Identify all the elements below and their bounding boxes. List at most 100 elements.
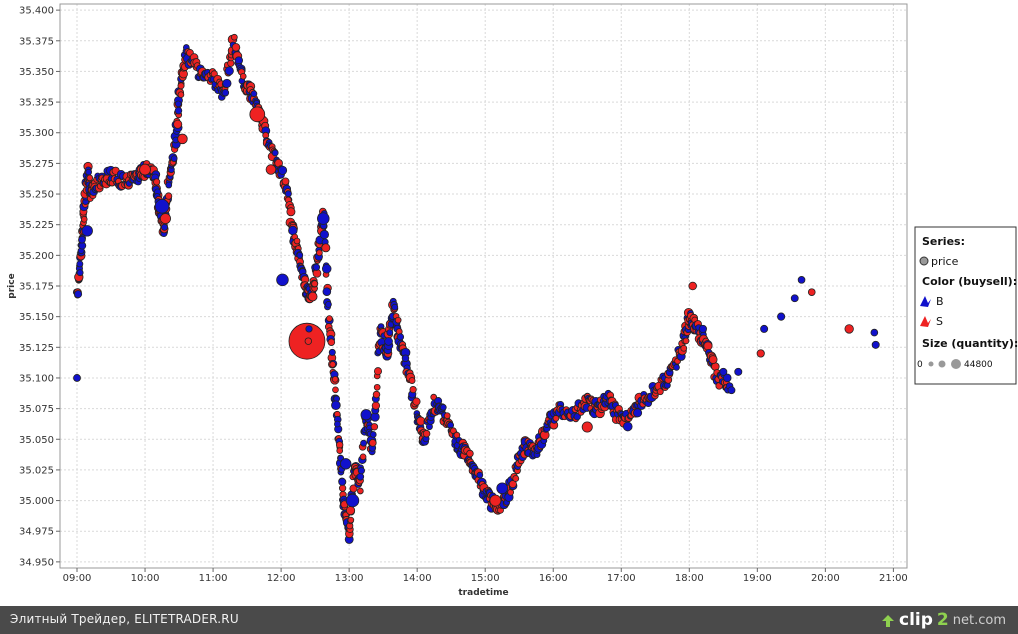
trade-point xyxy=(265,164,277,175)
trade-point xyxy=(305,325,313,333)
legend-color-title: Color (buysell): xyxy=(922,275,1017,288)
trade-point xyxy=(322,287,332,296)
trade-point xyxy=(844,324,854,334)
trade-point xyxy=(401,354,410,363)
trade-point xyxy=(321,243,331,253)
trade-point xyxy=(316,249,323,257)
trade-point xyxy=(173,119,183,129)
trade-point xyxy=(807,288,816,296)
trade-point xyxy=(249,106,266,123)
trade-point xyxy=(409,385,417,394)
y-tick-label: 35.000 xyxy=(19,496,54,507)
trade-point xyxy=(174,106,183,115)
footer-caption: Элитный Трейдер, ELITETRADER.RU xyxy=(10,612,239,626)
trade-point xyxy=(177,82,185,90)
trade-point xyxy=(386,329,394,336)
x-tick-label: 16:00 xyxy=(539,573,568,584)
trade-point xyxy=(307,291,318,302)
trade-point xyxy=(296,251,304,259)
legend-size-dot-2 xyxy=(938,360,946,368)
trade-point xyxy=(76,260,84,268)
x-tick-label: 13:00 xyxy=(335,573,364,584)
y-tick-label: 35.075 xyxy=(19,404,54,415)
grid-lines xyxy=(60,4,907,568)
trade-point xyxy=(174,100,182,108)
trade-point xyxy=(317,212,330,225)
x-tick-label: 09:00 xyxy=(63,573,92,584)
y-tick-label: 35.375 xyxy=(19,36,54,47)
y-tick-label: 35.300 xyxy=(19,128,54,139)
trade-point xyxy=(508,480,517,489)
trade-point xyxy=(439,404,447,411)
chart: 09:00 10:00 11:00 12:00 13:00 14:00 15:00 16:00… xyxy=(7,3,1018,598)
trade-point xyxy=(293,237,301,245)
trade-point xyxy=(153,178,161,186)
trade-point xyxy=(673,364,680,371)
trade-point xyxy=(311,280,319,288)
trade-point xyxy=(871,340,880,349)
trade-point xyxy=(139,163,151,176)
trade-point xyxy=(359,453,367,461)
x-tick-label: 20:00 xyxy=(811,573,840,584)
trade-point xyxy=(170,155,178,162)
y-axis-title: price xyxy=(7,273,17,298)
trade-point xyxy=(373,383,381,391)
trade-point xyxy=(319,229,330,240)
trade-point xyxy=(727,386,736,395)
legend-size-max: 44800 xyxy=(964,360,993,370)
trade-point xyxy=(165,181,173,189)
trade-point xyxy=(304,337,313,345)
trade-point xyxy=(723,373,732,383)
trade-point xyxy=(154,199,170,214)
trade-point xyxy=(370,423,379,431)
y-tick-label: 35.225 xyxy=(19,220,54,231)
trade-point xyxy=(331,400,341,411)
brand-logo: clip 2 net.com xyxy=(881,609,1006,631)
trade-point xyxy=(633,408,643,418)
trade-point xyxy=(496,482,509,495)
trade-point xyxy=(325,301,332,308)
x-tick-label: 17:00 xyxy=(607,573,636,584)
trade-point xyxy=(512,475,520,482)
y-tick-label: 35.250 xyxy=(19,190,54,201)
trade-point xyxy=(332,386,339,394)
trade-point xyxy=(777,312,786,321)
x-tick-label: 18:00 xyxy=(675,573,704,584)
trade-point xyxy=(688,281,697,291)
trade-point xyxy=(221,89,230,97)
y-tick-label: 35.025 xyxy=(19,465,54,476)
legend-b-icon xyxy=(920,296,931,307)
y-tick-label: 35.400 xyxy=(19,6,54,17)
trade-point xyxy=(160,223,168,231)
trade-point xyxy=(177,91,185,99)
trade-point xyxy=(286,207,296,217)
y-tick-label: 35.050 xyxy=(19,435,54,446)
trade-point xyxy=(870,328,879,337)
trade-point xyxy=(573,413,581,421)
trade-point xyxy=(394,316,402,324)
trade-point xyxy=(360,409,372,421)
trade-point xyxy=(336,447,344,455)
trade-point xyxy=(239,72,247,80)
y-tick-label: 34.975 xyxy=(19,527,54,538)
y-tick-label: 34.950 xyxy=(19,557,54,568)
legend-size-dot-1 xyxy=(928,361,934,367)
trade-point xyxy=(328,348,336,356)
y-tick-label: 35.125 xyxy=(19,343,54,354)
trade-point xyxy=(78,235,86,244)
trade-point xyxy=(422,429,431,438)
trade-point xyxy=(581,421,593,433)
legend-color-s: S xyxy=(936,315,943,328)
trade-point xyxy=(338,484,347,492)
legend-box xyxy=(914,226,1017,385)
trade-point xyxy=(357,487,364,495)
trade-point xyxy=(349,484,358,493)
brand-text-2: 2 xyxy=(936,610,949,630)
trade-point xyxy=(719,367,728,376)
trade-point xyxy=(73,374,81,382)
trade-point xyxy=(335,441,344,449)
trade-point xyxy=(797,276,806,284)
trade-point xyxy=(281,177,290,186)
trade-point xyxy=(231,33,238,41)
trade-point xyxy=(74,290,83,299)
